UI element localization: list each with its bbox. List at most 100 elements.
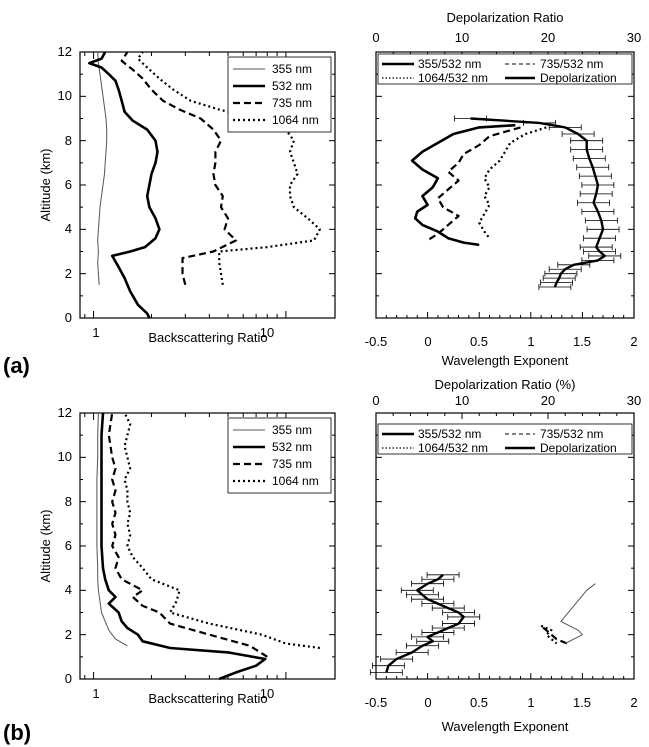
x-tick-labels: -0.5 0 0.5 1 1.5 2: [365, 695, 638, 710]
y-tick-label-6: 6: [65, 538, 72, 553]
x-tick-label-1: 1: [527, 334, 534, 349]
y-axis-title: Altitude (km): [38, 510, 53, 583]
legend: 355 nm 532 nm 735 nm 1064 nm: [227, 56, 332, 133]
y-axis-title: Altitude (km): [38, 149, 53, 222]
x-axis-title: Wavelength Exponent: [442, 353, 569, 368]
x2-tick-label-20: 20: [541, 30, 555, 45]
y-tick-label-4: 4: [65, 221, 72, 236]
legend: 355/532 nm 735/532 nm 1064/532 nm Depola…: [377, 53, 633, 85]
x-axis-title: Backscattering Ratio: [148, 330, 267, 345]
x-tick-label-15: 1.5: [573, 334, 591, 349]
y-tick-labels: 0 2 4 6 8 10 12: [58, 44, 72, 325]
x2-tick-labels: 0 10 20 30: [372, 30, 641, 45]
legend-label-735: 735 nm: [272, 457, 312, 471]
series-line-735-532-nm: [427, 126, 521, 242]
legend-label-355-532: 355/532 nm: [418, 427, 481, 441]
series-line-532-nm: [100, 412, 267, 681]
legend-label-735: 735 nm: [272, 96, 312, 110]
x2-tick-label-10: 10: [455, 30, 469, 45]
legend-label-532: 532 nm: [272, 79, 312, 93]
x-tick-label-10: 10: [260, 325, 274, 340]
x-tick-label-2: 2: [630, 334, 637, 349]
y-tick-label-8: 8: [65, 494, 72, 509]
series-line-355-nm: [96, 412, 128, 647]
legend: 355/532 nm 735/532 nm 1064/532 nm Depola…: [377, 423, 633, 455]
x2-tick-label-10: 10: [455, 393, 469, 408]
x-tick-label-05: 0.5: [470, 334, 488, 349]
legend-label-532: 532 nm: [272, 440, 312, 454]
panel-b-backscatter-chart: 355 nm 532 nm 735 nm 1064 nm 1 10 Backsc…: [38, 405, 336, 706]
x-tick-labels: -0.5 0 0.5 1 1.5 2: [365, 334, 638, 349]
x2-tick-label-30: 30: [627, 393, 641, 408]
x-tick-label-05: 0.5: [470, 695, 488, 710]
x-axis-title: Wavelength Exponent: [442, 719, 569, 734]
legend-label-355: 355 nm: [272, 62, 312, 76]
series-line-735-nm: [107, 412, 268, 658]
y-tick-label-0: 0: [65, 671, 72, 686]
y-tick-label-6: 6: [65, 177, 72, 192]
panel-a-backscatter-chart: 355 nm 532 nm 735 nm 1064 nm 1 10 Backsc…: [38, 44, 336, 345]
x-tick-label-0: 0: [424, 695, 431, 710]
panel-a-exponent-chart: 355/532 nm 735/532 nm 1064/532 nm Depola…: [365, 10, 641, 368]
x2-axis-title: Depolarization Ratio: [446, 10, 563, 25]
x-tick-label-0: 0: [424, 334, 431, 349]
series-line-depolarization: [470, 117, 606, 288]
y-tick-labels: 0 2 4 6 8 10 12: [58, 405, 72, 686]
x-tick-label-10: 10: [260, 686, 274, 701]
x2-tick-label-20: 20: [541, 393, 555, 408]
series-layer: [96, 412, 320, 681]
y-tick-label-10: 10: [58, 449, 72, 464]
x-tick-label-1: 1: [527, 695, 534, 710]
legend-label-depolarization: Depolarization: [540, 441, 617, 455]
y-tick-label-0: 0: [65, 310, 72, 325]
x2-axis-title: Depolarization Ratio (%): [435, 377, 576, 392]
x2-tick-label-0: 0: [372, 393, 379, 408]
series-line-355-nm: [97, 51, 108, 285]
x-axis-title: Backscattering Ratio: [148, 691, 267, 706]
series-line-735-nm: [120, 51, 238, 286]
y-tick-label-2: 2: [65, 266, 72, 281]
x-tick-label-neg05: -0.5: [365, 695, 387, 710]
series-line-1064-532-nm: [478, 126, 547, 239]
tick-layer: [80, 51, 335, 319]
legend-label-735-532: 735/532 nm: [540, 57, 603, 71]
x-tick-label-1: 1: [92, 686, 99, 701]
panel-label-a: (a): [3, 353, 30, 378]
y-tick-label-8: 8: [65, 133, 72, 148]
legend-label-355: 355 nm: [272, 423, 312, 437]
legend-box: [377, 423, 633, 455]
series-line-355-532-nm: [410, 123, 516, 247]
y-tick-label-2: 2: [65, 627, 72, 642]
legend-label-depolarization: Depolarization: [540, 71, 617, 85]
panel-label-b: (b): [3, 720, 31, 745]
legend-label-355-532: 355/532 nm: [418, 57, 481, 71]
series-line-735-532-nm: [540, 624, 568, 645]
x-tick-label-15: 1.5: [573, 695, 591, 710]
x2-tick-label-30: 30: [627, 30, 641, 45]
panel-b-exponent-chart: 355/532 nm 735/532 nm 1064/532 nm Depola…: [365, 377, 641, 734]
series-layer: [410, 115, 622, 290]
y-tick-label-4: 4: [65, 582, 72, 597]
x-tick-label-neg05: -0.5: [365, 334, 387, 349]
series-layer: [369, 571, 596, 676]
x2-tick-label-0: 0: [372, 30, 379, 45]
series-line-depolarization: [560, 583, 596, 644]
legend-label-1064: 1064 nm: [272, 113, 319, 127]
y-tick-label-12: 12: [58, 44, 72, 59]
legend-label-1064-532: 1064/532 nm: [418, 71, 488, 85]
y-tick-label-10: 10: [58, 88, 72, 103]
legend-label-1064: 1064 nm: [272, 474, 319, 488]
series-line-532-nm: [88, 51, 161, 319]
x-tick-label-1: 1: [92, 325, 99, 340]
tick-layer: [80, 412, 335, 680]
x2-tick-labels: 0 10 20 30: [372, 393, 641, 408]
series-layer: [88, 51, 321, 319]
legend-label-735-532: 735/532 nm: [540, 427, 603, 441]
series-line-355-532-nm: [385, 573, 465, 673]
x-tick-label-2: 2: [630, 695, 637, 710]
legend-label-1064-532: 1064/532 nm: [418, 441, 488, 455]
series-line-1064-nm: [123, 412, 320, 650]
y-tick-label-12: 12: [58, 405, 72, 420]
legend: 355 nm 532 nm 735 nm 1064 nm: [227, 417, 332, 494]
